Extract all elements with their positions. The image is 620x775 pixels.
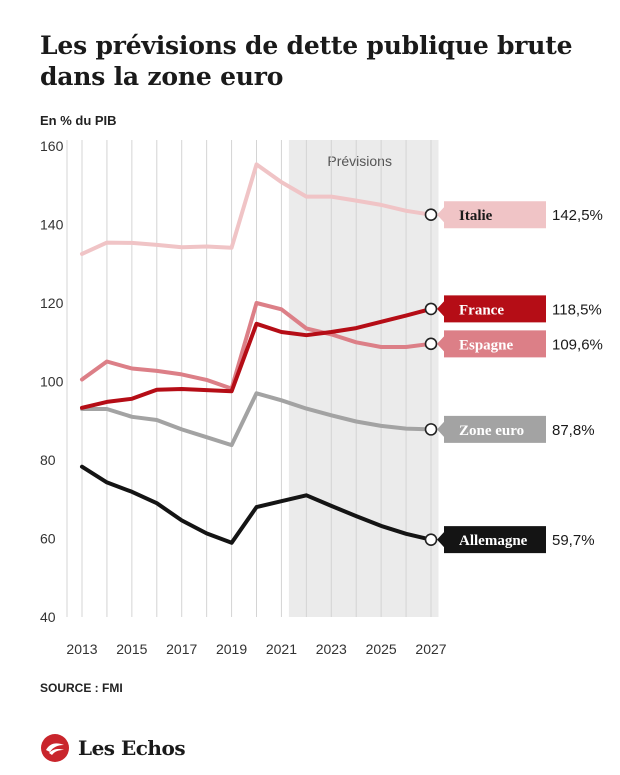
y-tick-label: 100 xyxy=(40,374,64,390)
series-label-box-zone_euro xyxy=(437,415,546,443)
y-tick-label: 160 xyxy=(40,138,64,154)
series-label-box-espagne xyxy=(437,330,546,358)
series-line-zone_euro xyxy=(80,391,433,448)
brand-logo: Les Echos xyxy=(40,733,186,763)
chart-title: Les prévisions de dette publique brute d… xyxy=(40,31,573,91)
series-line-allemagne xyxy=(80,464,433,545)
series-value-italie: 142,5% xyxy=(552,207,603,224)
series-label-box-italie xyxy=(437,201,546,229)
series-line-espagne xyxy=(80,301,433,391)
series-label-zone_euro: Zone euro xyxy=(459,423,524,439)
series-label-espagne: Espagne xyxy=(459,337,514,353)
series-label-allemagne: Allemagne xyxy=(459,533,528,549)
series-label-italie: Italie xyxy=(459,208,493,224)
x-tick-label: 2023 xyxy=(316,641,347,657)
series-line-france xyxy=(80,306,433,410)
les-echos-logo-icon xyxy=(41,734,69,762)
forecast-label: Prévisions xyxy=(327,153,392,169)
y-tick-label: 60 xyxy=(40,531,56,547)
end-marker-france xyxy=(424,302,438,316)
series-value-zone_euro: 87,8% xyxy=(552,422,595,439)
brand-name: Les Echos xyxy=(78,736,186,760)
y-tick-label: 120 xyxy=(40,295,64,311)
debt-line-chart: Prévisions 40 60 80 100 120 140 160 2013 2015 2017… xyxy=(40,138,603,657)
end-marker-italie xyxy=(424,208,438,221)
series-value-allemagne: 59,7% xyxy=(552,532,595,549)
x-tick-label: 2027 xyxy=(415,641,446,657)
y-tick-label: 40 xyxy=(40,609,56,625)
series-value-espagne: 109,6% xyxy=(552,336,603,353)
series-line-italie xyxy=(80,162,433,256)
end-marker-zone_euro xyxy=(424,423,438,436)
y-axis-unit-label: En % du PIB xyxy=(40,113,117,128)
y-tick-label: 80 xyxy=(40,452,56,468)
x-tick-label: 2015 xyxy=(116,641,147,657)
x-tick-label: 2025 xyxy=(366,641,397,657)
end-marker-espagne xyxy=(424,337,438,351)
x-tick-label: 2017 xyxy=(166,641,197,657)
y-tick-label: 140 xyxy=(40,217,64,233)
series-value-france: 118,5% xyxy=(552,301,602,318)
x-tick-label: 2019 xyxy=(216,641,247,657)
x-tick-label: 2021 xyxy=(266,641,297,657)
series-label-box-france xyxy=(437,295,546,323)
series-label-box-allemagne xyxy=(437,526,546,554)
series-label-france: France xyxy=(459,302,504,318)
x-tick-label: 2013 xyxy=(66,641,97,657)
end-marker-allemagne xyxy=(424,533,438,546)
source-note: SOURCE : FMI xyxy=(40,681,123,695)
